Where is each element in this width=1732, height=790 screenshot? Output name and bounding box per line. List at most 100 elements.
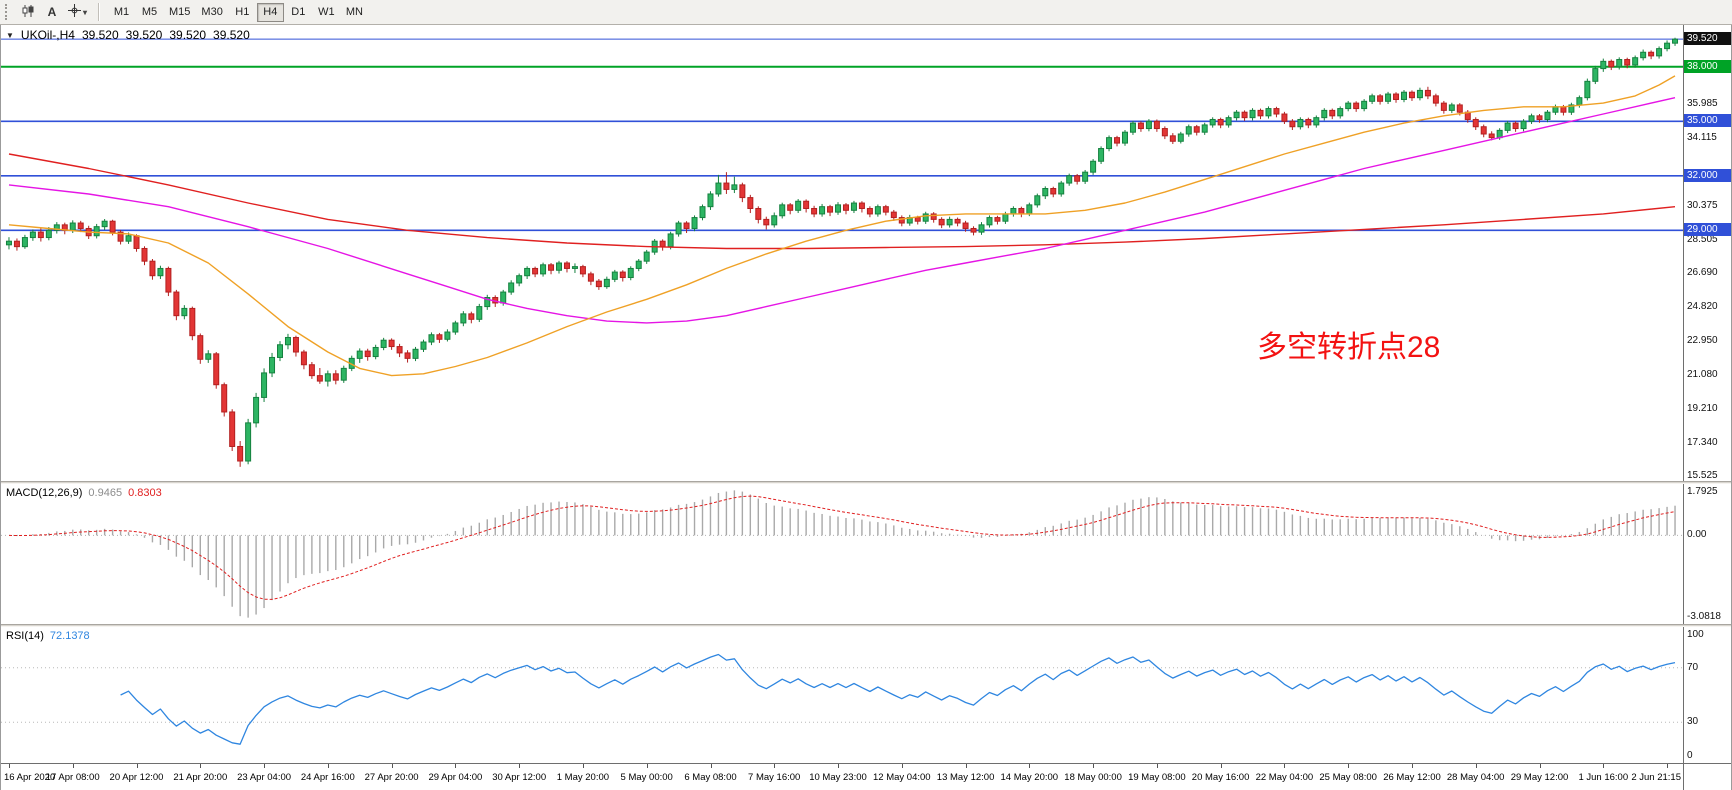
ma-fast-orange [8, 75, 1676, 377]
macd-signal-value: 0.8303 [128, 487, 162, 499]
rsi-plot[interactable]: RSI(14) 72.1378 [1, 627, 1683, 763]
ma-slow-red [8, 153, 1676, 250]
time-axis-label: 24 Apr 16:00 [300, 772, 355, 783]
timeframe-button-m1[interactable]: M1 [108, 3, 135, 22]
price-badge: 39.520 [1684, 32, 1731, 46]
time-axis-label: 30 Apr 12:00 [492, 772, 547, 783]
text-annotation-button[interactable]: A [41, 2, 63, 22]
macd-name: MACD(12,26,9) [6, 487, 83, 499]
axis-corner [1683, 764, 1731, 790]
ohlc-high: 39.520 [125, 28, 163, 42]
ohlc-close: 39.520 [213, 28, 250, 42]
chart-type-button[interactable] [17, 2, 39, 22]
price-scale-label: 28.505 [1687, 233, 1718, 245]
toolbar-separator [98, 3, 101, 21]
price-scale-label: 30.375 [1687, 199, 1718, 211]
macd-scale-zero: 0.00 [1687, 529, 1707, 541]
time-axis-label: 29 Apr 04:00 [428, 772, 483, 783]
time-axis-tick [136, 764, 138, 768]
time-axis-label: 1 Jun 16:00 [1578, 772, 1629, 783]
price-scale-label: 19.210 [1687, 402, 1718, 414]
timeframe-button-h4[interactable]: H4 [256, 2, 284, 22]
ohlc-open: 39.520 [81, 28, 119, 42]
time-axis-tick [264, 764, 266, 768]
time-axis-tick [774, 764, 776, 768]
price-scale-label: 24.820 [1687, 300, 1718, 312]
time-axis[interactable]: 16 Apr 2020 17 Apr 08:00 20 Apr 12:00 21 Ap… [1, 764, 1683, 790]
crosshair-icon [68, 4, 81, 20]
time-axis-tick [327, 764, 329, 768]
toolbar-grip[interactable] [5, 4, 10, 20]
price-badge: 38.000 [1684, 59, 1731, 73]
timeframe-button-m15[interactable]: M15 [164, 3, 195, 22]
timeframe-button-h1[interactable]: H1 [229, 3, 256, 22]
time-axis-tick [72, 764, 74, 768]
macd-scale-max: 1.7925 [1687, 486, 1718, 497]
time-axis-label: 29 May 12:00 [1510, 772, 1569, 783]
time-axis-label: 28 May 04:00 [1446, 772, 1505, 783]
time-axis-tick [200, 764, 202, 768]
time-axis-tick [582, 764, 584, 768]
time-axis-tick [1284, 764, 1286, 768]
timeframe-toolbar: M1 M5 M15 M30 H1 H4 D1 W1 MN [108, 2, 368, 22]
price-scale-label: 26.690 [1687, 266, 1718, 278]
rsi-scale[interactable]: 100 70 30 0 [1683, 627, 1731, 763]
rsi-scale-label: 70 [1687, 661, 1699, 673]
time-axis-label: 18 May 00:00 [1064, 772, 1122, 783]
time-axis-tick [965, 764, 967, 768]
price-scale-label: 15.525 [1687, 469, 1718, 481]
time-axis-label: 23 Apr 04:00 [237, 772, 292, 783]
timeframe-button-m5[interactable]: M5 [136, 3, 163, 22]
time-axis-tick [1603, 764, 1605, 768]
chart-window: ▼ UKOil-,H4 39.520 39.520 39.520 39.520 … [0, 25, 1732, 790]
chart-annotation: 多空转折点28 [1257, 331, 1441, 364]
window-triangle-icon: ▼ [6, 30, 14, 40]
timeframe-button-d1[interactable]: D1 [285, 3, 312, 22]
macd-scale-min: -3.0818 [1687, 611, 1721, 622]
macd-value: 0.9465 [88, 487, 123, 499]
price-badge: 32.000 [1684, 168, 1731, 182]
macd-plot[interactable]: MACD(12,26,9) 0.9465 0.8303 [1, 484, 1683, 624]
time-axis-label: 7 May 16:00 [748, 772, 801, 783]
rsi-value: 72.1378 [49, 630, 90, 642]
toolbar: A ▾ M1 M5 M15 M30 H1 H4 D1 W1 MN [0, 0, 1732, 25]
time-axis-label: 14 May 20:00 [1000, 772, 1059, 783]
time-axis-tick [901, 764, 903, 768]
symbol-info: ▼ UKOil-,H4 39.520 39.520 39.520 39.520 [6, 28, 250, 42]
rsi-name: RSI(14) [6, 630, 44, 642]
ma-medium-magenta [8, 97, 1676, 324]
ohlc-low: 39.520 [169, 28, 207, 42]
price-scale-label: 35.985 [1687, 97, 1718, 109]
pane-splitter[interactable] [1, 481, 1731, 484]
chevron-down-icon: ▾ [83, 7, 88, 17]
time-axis-tick [1156, 764, 1158, 768]
crosshair-button[interactable]: ▾ [65, 2, 90, 22]
timeframe-button-m30[interactable]: M30 [196, 3, 227, 22]
letter-a-label: A [47, 5, 57, 19]
price-scale[interactable]: 35.985 34.115 30.375 28.505 26.690 24.820 22.9… [1683, 25, 1731, 481]
time-axis-label: 13 May 12:00 [936, 772, 995, 783]
time-axis-label: 20 Apr 12:00 [109, 772, 164, 783]
main-chart-plot[interactable]: ▼ UKOil-,H4 39.520 39.520 39.520 39.520 … [1, 25, 1683, 481]
timeframe-button-w1[interactable]: W1 [313, 3, 340, 22]
macd-scale[interactable]: 1.7925 0.00 -3.0818 [1683, 484, 1731, 624]
time-axis-label: 19 May 08:00 [1128, 772, 1186, 783]
candlestick-chart-icon [21, 4, 35, 21]
timeframe-button-mn[interactable]: MN [341, 3, 368, 22]
time-axis-tick [1539, 764, 1541, 768]
rsi-scale-label: 100 [1687, 629, 1704, 640]
time-axis-label: 26 May 12:00 [1383, 772, 1441, 783]
time-axis-tick [391, 764, 393, 768]
price-scale-label: 21.080 [1687, 368, 1718, 380]
time-axis-label: 25 May 08:00 [1319, 772, 1377, 783]
time-axis-label: 2 Jun 21:15 [1631, 772, 1681, 783]
time-axis-label: 5 May 00:00 [620, 772, 673, 783]
time-axis-tick [1412, 764, 1413, 768]
time-axis-tick [9, 764, 10, 768]
time-axis-label: 22 May 04:00 [1255, 772, 1314, 783]
price-badge: 29.000 [1684, 223, 1731, 237]
time-axis-tick [519, 764, 521, 768]
pane-splitter[interactable] [1, 624, 1731, 627]
time-axis-tick [1220, 764, 1222, 768]
time-axis-label: 6 May 08:00 [684, 772, 737, 783]
